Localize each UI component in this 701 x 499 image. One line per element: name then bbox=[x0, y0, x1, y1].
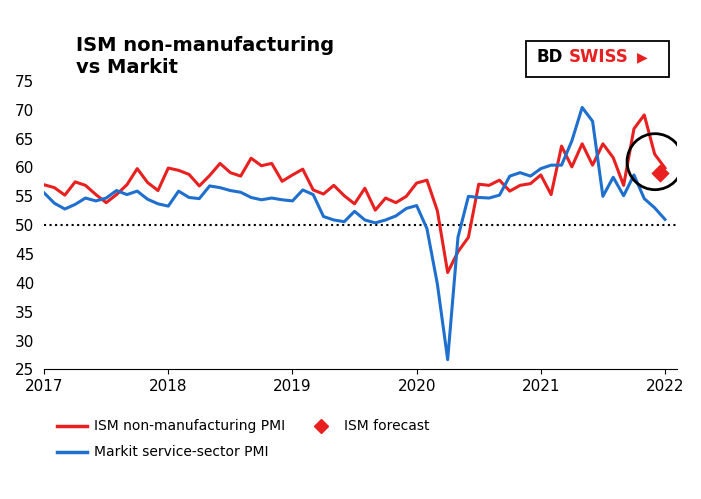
Text: BD: BD bbox=[536, 48, 563, 66]
Text: ISM non-manufacturing
vs Markit: ISM non-manufacturing vs Markit bbox=[76, 35, 334, 76]
Text: ▶: ▶ bbox=[637, 50, 647, 64]
Text: SWISS: SWISS bbox=[569, 48, 629, 66]
Point bbox=[655, 169, 666, 177]
Legend: Markit service-sector PMI: Markit service-sector PMI bbox=[51, 440, 274, 465]
